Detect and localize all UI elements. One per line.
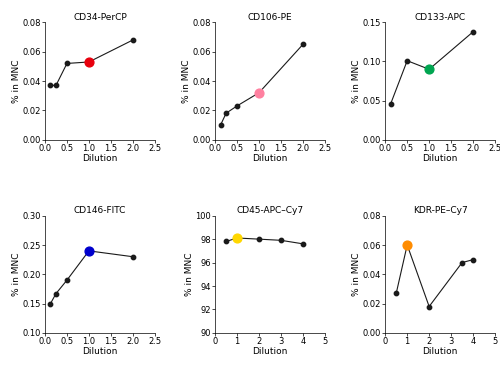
- Y-axis label: % in MNC: % in MNC: [182, 59, 191, 103]
- Point: [392, 290, 400, 296]
- Point: [255, 90, 263, 96]
- Title: KDR-PE–Cy7: KDR-PE–Cy7: [412, 206, 468, 215]
- Point: [458, 260, 466, 266]
- Point: [469, 257, 477, 263]
- Y-axis label: % in MNC: % in MNC: [185, 252, 194, 296]
- Point: [255, 236, 263, 242]
- Y-axis label: % in MNC: % in MNC: [352, 59, 362, 103]
- Point: [425, 66, 433, 72]
- Point: [425, 66, 433, 72]
- Point: [386, 101, 394, 107]
- Point: [403, 242, 411, 248]
- Point: [255, 90, 263, 96]
- Point: [469, 29, 477, 35]
- Point: [46, 82, 54, 88]
- Point: [85, 59, 93, 65]
- Point: [46, 301, 54, 307]
- Point: [52, 82, 60, 88]
- Point: [129, 254, 137, 260]
- Point: [233, 235, 241, 241]
- X-axis label: Dilution: Dilution: [252, 347, 288, 356]
- X-axis label: Dilution: Dilution: [422, 154, 458, 163]
- Point: [129, 37, 137, 43]
- Point: [403, 242, 411, 248]
- Point: [299, 241, 307, 247]
- Title: CD45-APC–Cy7: CD45-APC–Cy7: [236, 206, 304, 215]
- Title: CD133-APC: CD133-APC: [414, 13, 466, 22]
- X-axis label: Dilution: Dilution: [82, 347, 118, 356]
- Point: [52, 291, 60, 297]
- Point: [63, 61, 71, 67]
- Point: [85, 248, 93, 254]
- Point: [299, 42, 307, 47]
- Point: [222, 110, 230, 116]
- Title: CD106-PE: CD106-PE: [248, 13, 292, 22]
- Y-axis label: % in MNC: % in MNC: [12, 59, 21, 103]
- Point: [222, 239, 230, 245]
- X-axis label: Dilution: Dilution: [82, 154, 118, 163]
- Point: [85, 248, 93, 254]
- Y-axis label: % in MNC: % in MNC: [12, 252, 21, 296]
- Title: CD34-PerCP: CD34-PerCP: [73, 13, 127, 22]
- Point: [85, 59, 93, 65]
- Point: [233, 235, 241, 241]
- Point: [216, 122, 224, 128]
- Title: CD146-FITC: CD146-FITC: [74, 206, 126, 215]
- Point: [425, 304, 433, 310]
- Point: [63, 277, 71, 283]
- Point: [277, 237, 285, 243]
- X-axis label: Dilution: Dilution: [252, 154, 288, 163]
- Point: [403, 58, 411, 64]
- Y-axis label: % in MNC: % in MNC: [352, 252, 361, 296]
- X-axis label: Dilution: Dilution: [422, 347, 458, 356]
- Point: [233, 103, 241, 109]
